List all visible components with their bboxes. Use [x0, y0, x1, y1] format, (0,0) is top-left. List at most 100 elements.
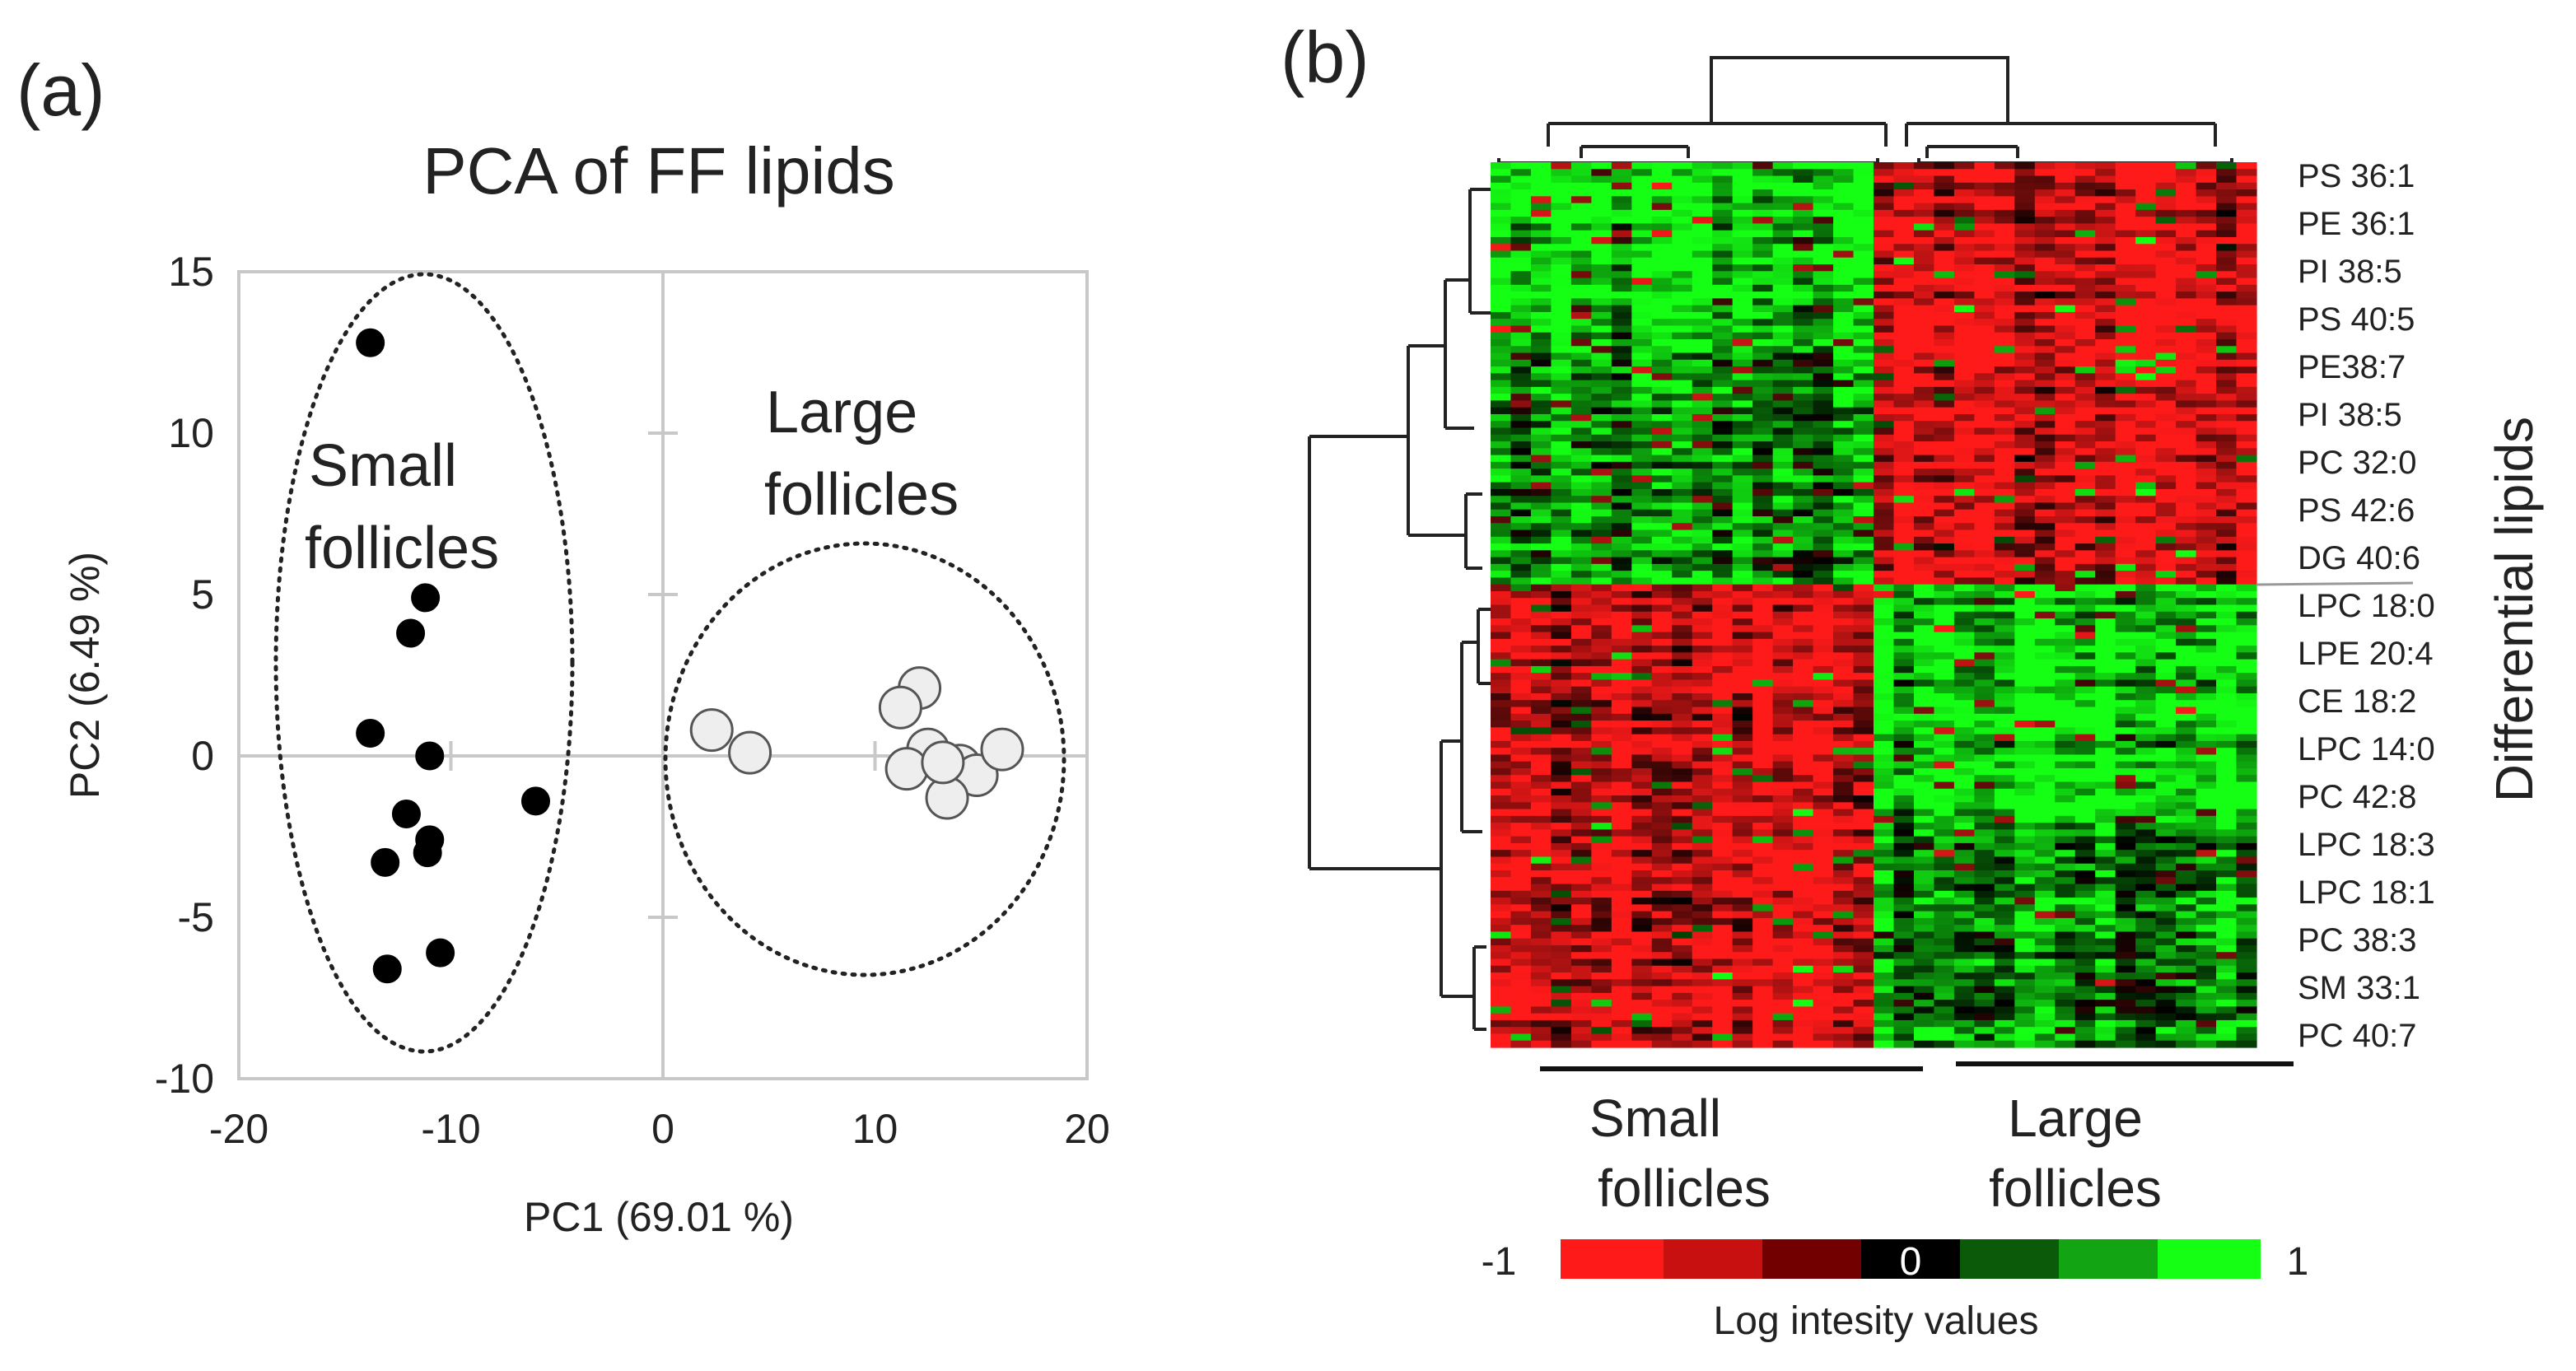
heatmap-cell	[1631, 441, 1653, 449]
heatmap-cell	[2155, 182, 2177, 190]
heatmap-cell	[1591, 734, 1612, 742]
heatmap-cell	[2074, 856, 2096, 865]
heatmap-cell	[1913, 373, 1935, 381]
heatmap-cell	[2196, 584, 2217, 592]
heatmap-cell	[2155, 162, 2177, 170]
heatmap-cell	[1813, 352, 1834, 361]
heatmap-cell	[1974, 646, 1995, 653]
heatmap-cell	[1692, 434, 1713, 442]
heatmap-cell	[2196, 767, 2217, 776]
heatmap-cell	[1712, 563, 1734, 571]
heatmap-cell	[1772, 543, 1794, 551]
heatmap-cell	[2014, 448, 2036, 456]
heatmap-cell	[1712, 788, 1734, 796]
heatmap-cell	[2055, 509, 2076, 517]
heatmap-cell	[2074, 925, 2096, 933]
heatmap-cell	[1934, 917, 1955, 926]
heatmap-cell	[1833, 748, 1855, 756]
heatmap-cell	[2236, 815, 2257, 823]
heatmap-cell	[2034, 346, 2056, 354]
heatmap-cell	[1752, 1027, 1774, 1035]
heatmap-cell	[2135, 652, 2157, 660]
heatmap-cell	[1893, 931, 1915, 940]
heatmap-cell	[1651, 271, 1673, 279]
heatmap-cell	[1853, 1019, 1874, 1028]
heatmap-cell	[1974, 638, 1995, 646]
heatmap-cell	[2196, 625, 2217, 633]
heatmap-cell	[1994, 706, 2015, 715]
heatmap-cell	[2074, 604, 2096, 613]
heatmap-cell	[1570, 1027, 1592, 1035]
heatmap-cell	[2074, 162, 2096, 170]
heatmap-cell	[1712, 543, 1734, 551]
heatmap-cell	[1953, 209, 1975, 217]
heatmap-cell	[2074, 815, 2096, 823]
heatmap-cell	[2115, 850, 2136, 858]
heatmap-cell	[1530, 665, 1552, 674]
heatmap-cell	[1913, 809, 1935, 817]
heatmap-cell	[2155, 590, 2177, 599]
heatmap-cell	[1752, 434, 1774, 442]
heatmap-cell	[1934, 523, 1955, 531]
heatmap-cell	[1793, 359, 1814, 367]
heatmap-cell	[1913, 332, 1935, 340]
heatmap-cell	[1551, 829, 1572, 837]
heatmap-cell	[1530, 992, 1552, 1000]
heatmap-cell	[1732, 734, 1753, 742]
heatmap-cell	[1692, 563, 1713, 571]
heatmap-cell	[2055, 720, 2076, 728]
heatmap-cell	[1994, 189, 2015, 197]
heatmap-cell	[1631, 482, 1653, 490]
heatmap-cell	[2135, 244, 2157, 252]
heatmap-cell	[1833, 427, 1855, 436]
heatmap-cell	[1752, 618, 1774, 626]
heatmap-cell	[1994, 427, 2015, 436]
heatmap-cell	[1893, 1027, 1915, 1035]
heatmap-cell	[1934, 1033, 1955, 1042]
heatmap-cell	[1893, 284, 1915, 292]
heatmap-cell	[1510, 884, 1532, 892]
heatmap-cell	[2135, 502, 2157, 511]
heatmap-cell	[2095, 284, 2116, 292]
heatmap-cell	[2055, 590, 2076, 599]
heatmap-cell	[1974, 679, 1995, 688]
heatmap-cell	[1913, 455, 1935, 463]
heatmap-cell	[1913, 250, 1935, 259]
heatmap-cell	[1893, 441, 1915, 449]
heatmap-cell	[1874, 809, 1895, 817]
heatmap-cell	[1893, 373, 1915, 381]
heatmap-cell	[1934, 856, 1955, 865]
heatmap-cell	[1732, 352, 1753, 361]
heatmap-cell	[1853, 986, 1874, 994]
heatmap-cell	[1732, 775, 1753, 783]
heatmap-cell	[1953, 911, 1975, 919]
heatmap-cell	[1712, 182, 1734, 190]
heatmap-cell	[2014, 904, 2036, 912]
heatmap-cell	[2196, 441, 2217, 449]
heatmap-cell	[1712, 925, 1734, 933]
heatmap-cell	[2014, 788, 2036, 796]
heatmap-cell	[1530, 761, 1552, 769]
heatmap-cell	[1510, 700, 1532, 708]
heatmap-cell	[2216, 189, 2238, 197]
heatmap-cell	[1913, 421, 1935, 429]
heatmap-cell	[2115, 427, 2136, 436]
heatmap-cell	[2155, 836, 2177, 844]
heatmap-cell	[2095, 339, 2116, 347]
heatmap-cell	[2115, 496, 2136, 504]
heatmap-cell	[1611, 611, 1632, 619]
heatmap-cell	[1692, 1033, 1713, 1042]
heatmap-cell	[1611, 979, 1632, 987]
heatmap-cell	[1672, 836, 1693, 844]
heatmap-cell	[1651, 904, 1673, 912]
heatmap-cell	[1530, 958, 1552, 967]
heatmap-cell	[2196, 972, 2217, 980]
heatmap-cell	[1994, 571, 2015, 579]
heatmap-cell	[2236, 264, 2257, 272]
heatmap-cell	[1853, 767, 1874, 776]
heatmap-cell	[2135, 972, 2157, 980]
heatmap-cell	[1491, 972, 1512, 980]
heatmap-cell	[1853, 727, 1874, 735]
heatmap-cell	[1692, 305, 1713, 313]
heatmap-cell	[1651, 543, 1673, 551]
